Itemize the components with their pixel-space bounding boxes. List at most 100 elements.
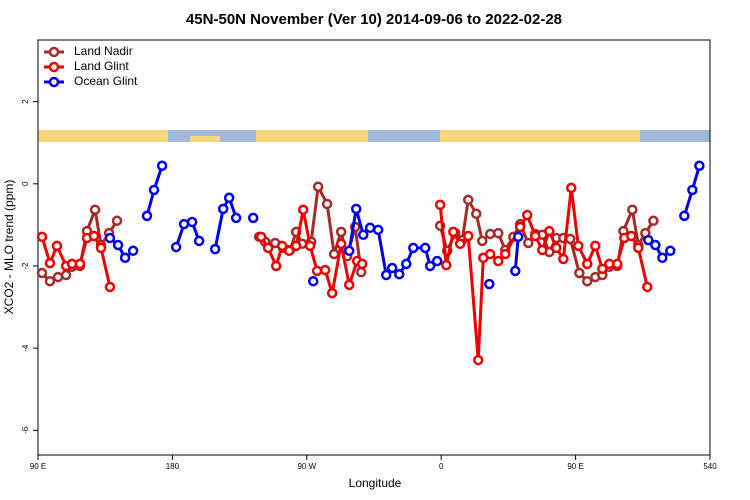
data-point — [104, 281, 116, 293]
map-strip — [38, 130, 710, 142]
data-point — [255, 231, 267, 243]
data-point — [687, 184, 698, 196]
data-point — [326, 287, 338, 299]
data-point — [642, 281, 653, 293]
data-point — [148, 184, 160, 196]
data-point — [551, 242, 562, 254]
y-tick-label: -6 — [21, 426, 30, 434]
plot-frame — [37, 39, 711, 456]
data-point — [60, 269, 72, 281]
data-point — [380, 269, 392, 281]
data-point — [492, 255, 504, 267]
chart-title: 45N-50N November (Ver 10) 2014-09-06 to … — [186, 11, 562, 28]
data-point — [626, 230, 637, 242]
data-point — [492, 227, 504, 239]
data-point — [471, 208, 482, 220]
series-line — [108, 165, 701, 277]
x-tick-label: 180 — [166, 462, 180, 471]
data-point — [127, 245, 139, 257]
data-point — [170, 241, 182, 253]
data-point — [51, 240, 63, 252]
data-point — [679, 210, 690, 222]
data-point — [141, 210, 153, 222]
data-point — [590, 240, 601, 252]
data-point — [262, 242, 274, 254]
data-point — [312, 181, 324, 192]
y-axis-label: XCO2 - MLO trend (ppm) — [2, 180, 16, 315]
data-point — [386, 262, 398, 274]
data-point — [484, 228, 496, 240]
data-point — [335, 238, 347, 250]
data-point — [566, 182, 577, 194]
x-tick-label: 90 E — [567, 462, 583, 471]
data-point — [283, 245, 295, 257]
data-point — [650, 239, 661, 251]
data-point — [36, 231, 48, 243]
data-point — [119, 252, 131, 264]
data-point — [364, 222, 376, 234]
data-point — [178, 218, 190, 230]
legend-item: Land Glint — [44, 59, 129, 73]
data-point — [44, 275, 56, 287]
data-point — [648, 215, 659, 227]
data-point — [530, 230, 541, 242]
data-point — [537, 244, 548, 256]
data-point — [564, 233, 576, 245]
data-point — [307, 275, 319, 287]
data-point — [88, 230, 100, 242]
data-point — [372, 224, 384, 236]
y-tick-label: -4 — [21, 344, 30, 352]
data-point — [448, 226, 459, 238]
data-point — [454, 238, 466, 250]
y-tick-label: -2 — [21, 262, 30, 270]
data-point — [441, 259, 452, 271]
data-point — [297, 204, 309, 215]
series-line — [40, 186, 649, 362]
data-point — [328, 248, 340, 260]
data-point — [657, 252, 668, 264]
data-point — [574, 267, 585, 279]
data-point — [89, 204, 101, 215]
data-point — [95, 242, 107, 254]
data-point — [230, 212, 242, 224]
data-point — [311, 265, 323, 277]
x-tick-label: 540 — [703, 462, 717, 471]
data-point — [514, 221, 526, 233]
legend-marker — [48, 46, 60, 58]
data-point — [350, 203, 362, 215]
data-point — [484, 248, 496, 260]
data-point — [612, 258, 623, 270]
data-point — [472, 354, 484, 366]
data-point — [319, 264, 331, 276]
data-point — [343, 245, 355, 257]
data-point — [500, 248, 511, 260]
data-point — [223, 192, 235, 204]
data-point — [484, 278, 495, 290]
data-point — [521, 209, 533, 221]
data-point — [597, 263, 608, 275]
data-point — [290, 240, 302, 252]
data-point — [558, 253, 569, 265]
data-point — [209, 243, 221, 255]
data-point — [217, 203, 229, 215]
x-tick-label: 90 W — [297, 462, 316, 471]
data-point — [401, 258, 412, 270]
data-point — [434, 199, 446, 211]
data-point — [544, 225, 555, 237]
data-point — [193, 235, 205, 247]
data-point — [104, 232, 116, 244]
data-point — [156, 160, 168, 171]
data-point — [462, 230, 474, 242]
data-point — [627, 204, 638, 215]
data-point — [462, 194, 474, 206]
y-tick-label: 2 — [21, 99, 30, 104]
data-point — [431, 255, 443, 267]
data-point — [633, 242, 644, 254]
data-point — [513, 231, 524, 243]
data-point — [356, 258, 368, 270]
data-point — [112, 239, 124, 251]
data-point — [276, 240, 288, 252]
data-point — [111, 215, 123, 227]
x-tick-label: 0 — [439, 462, 444, 471]
